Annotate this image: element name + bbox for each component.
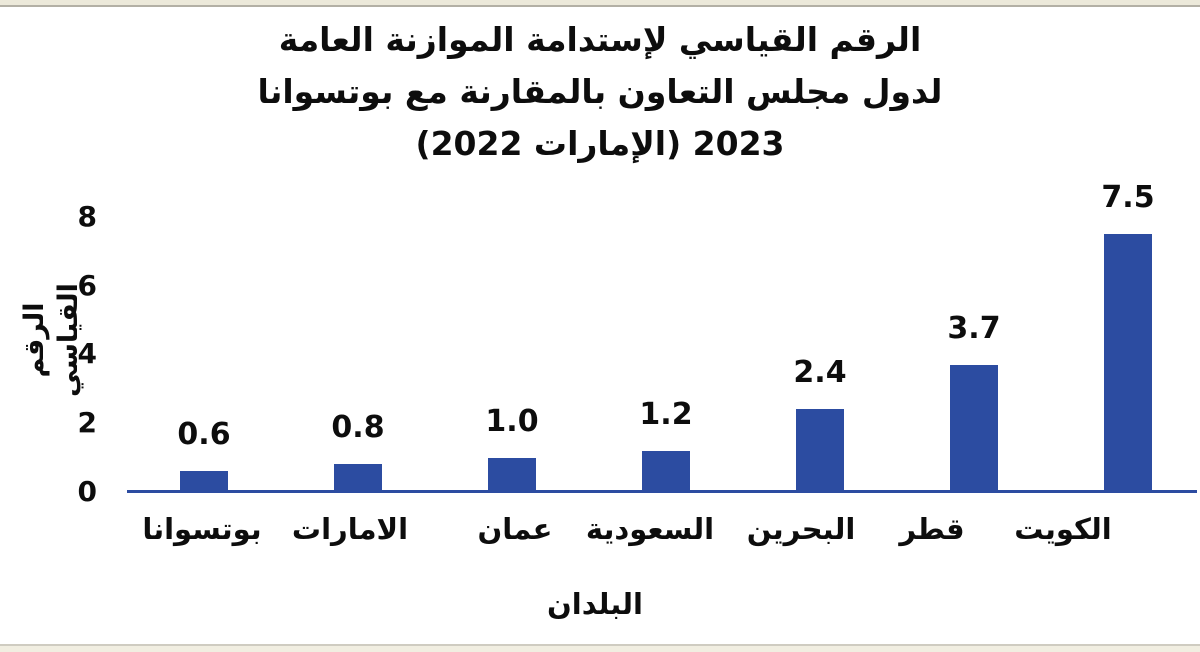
bar-value-label: 7.5	[1101, 180, 1155, 215]
bar-5	[796, 409, 844, 492]
bar-3	[488, 457, 536, 492]
y-tick-label: 4	[77, 337, 97, 371]
chart-title-line-2: لدول مجلس التعاون بالمقارنة مع بوتسوانا	[257, 72, 943, 111]
category-label: السعودية	[585, 512, 715, 546]
y-tick-label: 6	[77, 268, 97, 302]
page-top-edge	[0, 0, 1200, 7]
category-label: قطر	[899, 512, 965, 546]
chart-title: الرقم القياسي لإستدامة الموازنة العامة ل…	[0, 14, 1200, 170]
category-label: بوتسوانا	[142, 512, 262, 546]
bar-value-label: 1.2	[639, 396, 693, 432]
category-label: عمان	[477, 512, 553, 546]
bar-6	[950, 364, 998, 492]
chart-title-line-3: 2023 (الإمارات 2022)	[415, 124, 785, 163]
bar-7	[1104, 234, 1152, 492]
bar-2	[334, 464, 382, 492]
bar-value-label: 2.4	[793, 355, 847, 391]
bar-value-label: 0.6	[177, 417, 231, 453]
category-label: الكويت	[1014, 512, 1112, 546]
y-tick-label: 2	[77, 406, 97, 440]
bar-value-label: 1.0	[485, 403, 539, 439]
bar-value-label: 0.8	[331, 410, 385, 446]
bar-1	[180, 471, 228, 492]
bar-value-label: 3.7	[947, 310, 1001, 346]
category-label: البحرين	[746, 512, 856, 546]
bar-4	[642, 450, 690, 492]
y-tick-label: 8	[77, 199, 97, 233]
chart-title-line-1: الرقم القياسي لإستدامة الموازنة العامة	[278, 20, 922, 59]
y-tick-label: 0	[77, 475, 97, 508]
x-axis-title: البلدان	[547, 587, 643, 621]
page-bottom-edge	[0, 644, 1200, 652]
category-label: الامارات	[291, 512, 409, 546]
